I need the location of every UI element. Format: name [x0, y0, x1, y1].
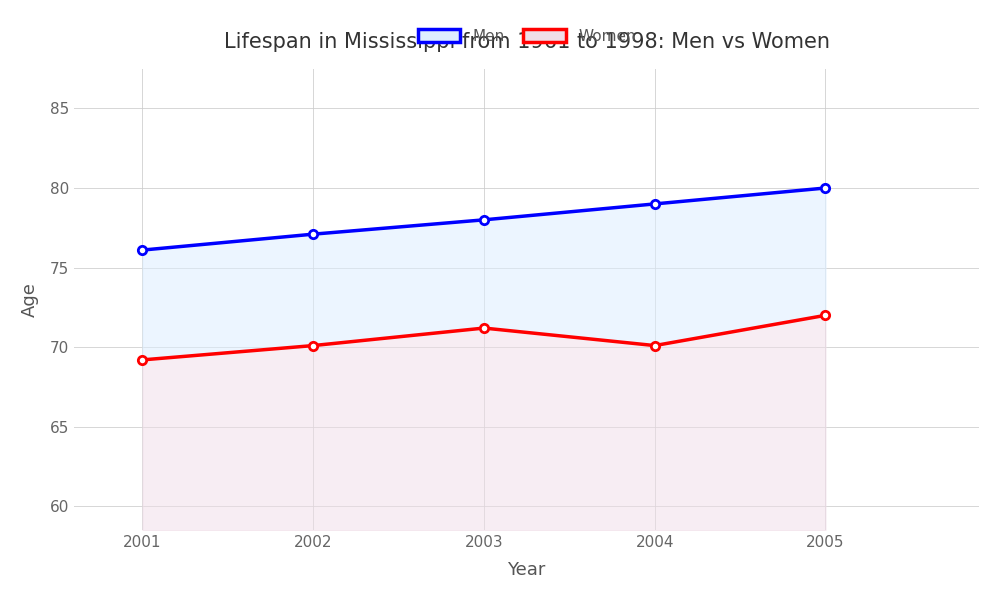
Y-axis label: Age: Age — [21, 282, 39, 317]
X-axis label: Year: Year — [507, 561, 546, 579]
Legend: Men, Women: Men, Women — [410, 21, 643, 51]
Title: Lifespan in Mississippi from 1961 to 1998: Men vs Women: Lifespan in Mississippi from 1961 to 199… — [224, 32, 830, 52]
